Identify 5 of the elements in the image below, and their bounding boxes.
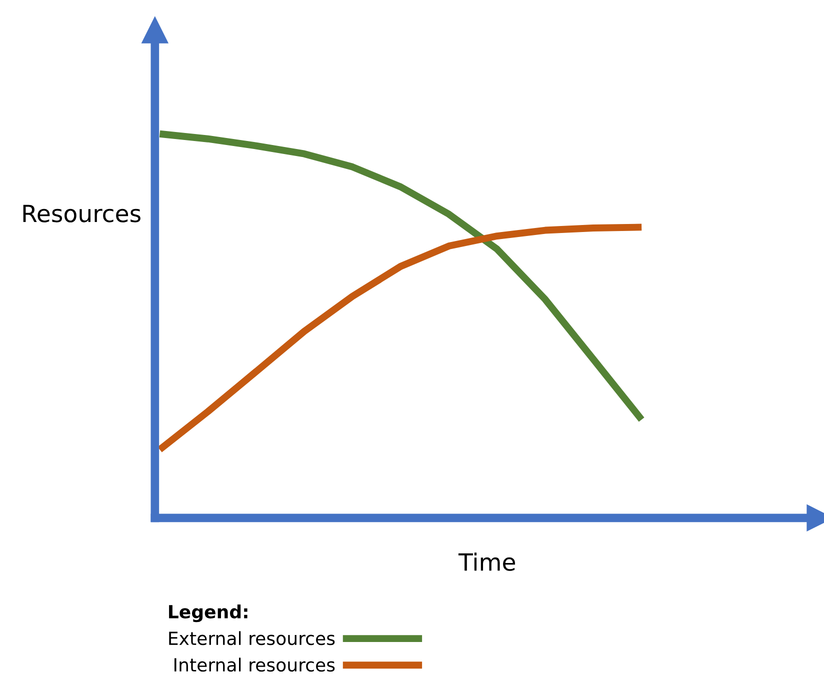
legend-label: Internal resources [174, 658, 335, 672]
legend-title: Legend: [169, 604, 248, 622]
y-axis-title: Resources [23, 204, 140, 222]
legend-label: External resources [169, 631, 335, 646]
x-axis-title: Time [458, 552, 516, 571]
